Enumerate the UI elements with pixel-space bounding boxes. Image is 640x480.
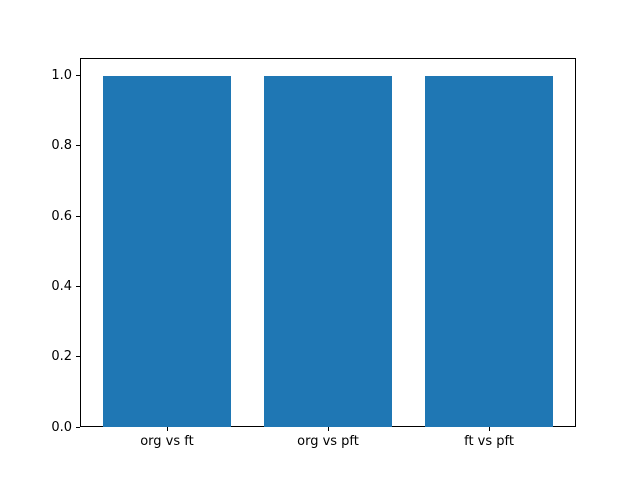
- x-tick: [489, 427, 491, 431]
- y-tick: [76, 215, 80, 217]
- y-tick-label: 1.0: [51, 68, 72, 84]
- y-tick: [76, 426, 80, 428]
- y-tick-label: 0.2: [51, 349, 72, 365]
- x-tick-label: org vs ft: [140, 434, 194, 449]
- x-tick: [166, 427, 168, 431]
- y-tick-label: 0.6: [51, 208, 72, 224]
- y-tick-label: 0.4: [51, 278, 72, 294]
- bar: [263, 75, 393, 427]
- x-tick-label: ft vs pft: [464, 434, 514, 449]
- y-tick-label: 0.8: [51, 138, 72, 154]
- x-tick-label: org vs pft: [297, 434, 359, 449]
- y-tick: [76, 356, 80, 358]
- y-tick-label: 0.0: [51, 419, 72, 435]
- y-tick: [76, 285, 80, 287]
- y-tick: [76, 75, 80, 77]
- bar: [424, 75, 554, 427]
- bar: [102, 75, 232, 427]
- y-tick: [76, 145, 80, 147]
- x-tick: [328, 427, 329, 431]
